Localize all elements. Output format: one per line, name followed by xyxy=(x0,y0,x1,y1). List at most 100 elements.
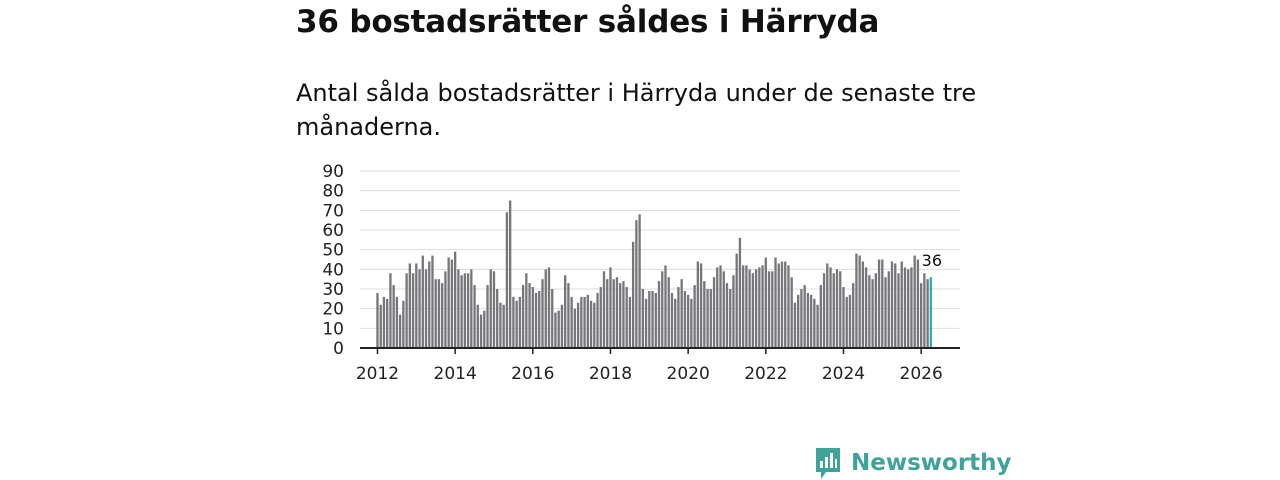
bar xyxy=(580,296,583,348)
bar xyxy=(771,271,774,348)
bar xyxy=(466,273,470,348)
bar xyxy=(609,267,612,348)
bar xyxy=(593,302,596,348)
bar xyxy=(622,281,625,348)
bar xyxy=(408,263,411,348)
bars xyxy=(376,200,933,348)
brand-name: Newsworthy xyxy=(851,450,1012,476)
bar xyxy=(486,285,489,348)
y-tick-label: 0 xyxy=(333,339,344,359)
bar xyxy=(547,267,551,348)
bar xyxy=(518,296,522,348)
bar xyxy=(829,267,832,348)
bar xyxy=(703,281,706,348)
bar-latest xyxy=(929,277,933,348)
bar xyxy=(602,271,606,348)
bar xyxy=(502,304,505,348)
bar xyxy=(376,292,379,348)
bar xyxy=(871,279,874,348)
bar xyxy=(402,300,405,348)
bar xyxy=(890,261,894,348)
y-tick-label: 20 xyxy=(322,300,344,320)
x-tick-label: 2016 xyxy=(511,364,554,384)
bar xyxy=(489,269,492,348)
bar xyxy=(392,285,395,348)
bar xyxy=(615,277,619,348)
bar xyxy=(777,263,780,348)
bar xyxy=(696,261,700,348)
bar xyxy=(596,292,599,348)
bar xyxy=(884,277,887,348)
bar xyxy=(599,287,602,348)
bar xyxy=(913,255,916,348)
bar xyxy=(521,285,525,348)
bar xyxy=(541,279,544,348)
bar xyxy=(780,261,784,348)
bar xyxy=(852,283,855,348)
bar xyxy=(589,300,593,348)
bar xyxy=(619,283,622,348)
bar xyxy=(894,263,897,348)
bar xyxy=(450,259,454,348)
bar xyxy=(499,302,502,348)
bar xyxy=(754,269,758,348)
y-tick-label: 70 xyxy=(322,201,344,221)
bar xyxy=(826,263,829,348)
bar xyxy=(806,292,810,348)
bar xyxy=(887,271,890,348)
bar xyxy=(864,267,868,348)
bar xyxy=(557,310,560,348)
bar xyxy=(797,294,800,348)
bar xyxy=(800,289,803,348)
bar xyxy=(570,296,573,348)
bar xyxy=(473,285,476,348)
bar xyxy=(919,283,923,348)
bar xyxy=(560,304,564,348)
bar xyxy=(483,310,486,348)
y-tick-label: 10 xyxy=(322,319,344,339)
bar xyxy=(460,275,463,348)
bar xyxy=(635,220,638,348)
bar xyxy=(916,259,920,348)
x-tick-label: 2018 xyxy=(589,364,632,384)
bar xyxy=(431,255,434,348)
bar xyxy=(855,253,858,348)
bar xyxy=(496,289,499,348)
x-tick-label: 2022 xyxy=(744,364,787,384)
bar xyxy=(693,285,696,348)
bar xyxy=(881,259,884,348)
bar xyxy=(839,271,842,348)
page-subtitle: Antal sålda bostadsrätter i Härryda unde… xyxy=(296,79,977,141)
bar xyxy=(835,269,839,348)
y-tick-label: 40 xyxy=(322,260,344,280)
bar xyxy=(415,263,418,348)
bar xyxy=(398,314,402,348)
bar xyxy=(418,269,421,348)
brand-logo[interactable]: Newsworthy xyxy=(814,446,1012,480)
bar xyxy=(845,296,848,348)
bar xyxy=(457,269,460,348)
bar xyxy=(386,298,389,348)
bar xyxy=(606,279,609,348)
bar xyxy=(784,261,787,348)
bar xyxy=(725,283,729,348)
bar xyxy=(699,263,703,348)
bar xyxy=(551,289,554,348)
y-tick-label: 90 xyxy=(322,162,344,182)
bar xyxy=(382,296,386,348)
bar xyxy=(531,287,534,348)
grid-lines xyxy=(360,170,960,329)
bar xyxy=(735,253,738,348)
bar xyxy=(761,265,764,348)
bar xyxy=(907,269,910,348)
bar xyxy=(625,287,628,348)
bar xyxy=(567,283,570,348)
bar xyxy=(803,285,806,348)
bar xyxy=(674,298,677,348)
bar xyxy=(816,304,819,348)
bar xyxy=(554,312,557,348)
bar xyxy=(741,265,745,348)
x-tick-label: 2020 xyxy=(667,364,710,384)
bar xyxy=(732,275,735,348)
bar xyxy=(444,271,447,348)
